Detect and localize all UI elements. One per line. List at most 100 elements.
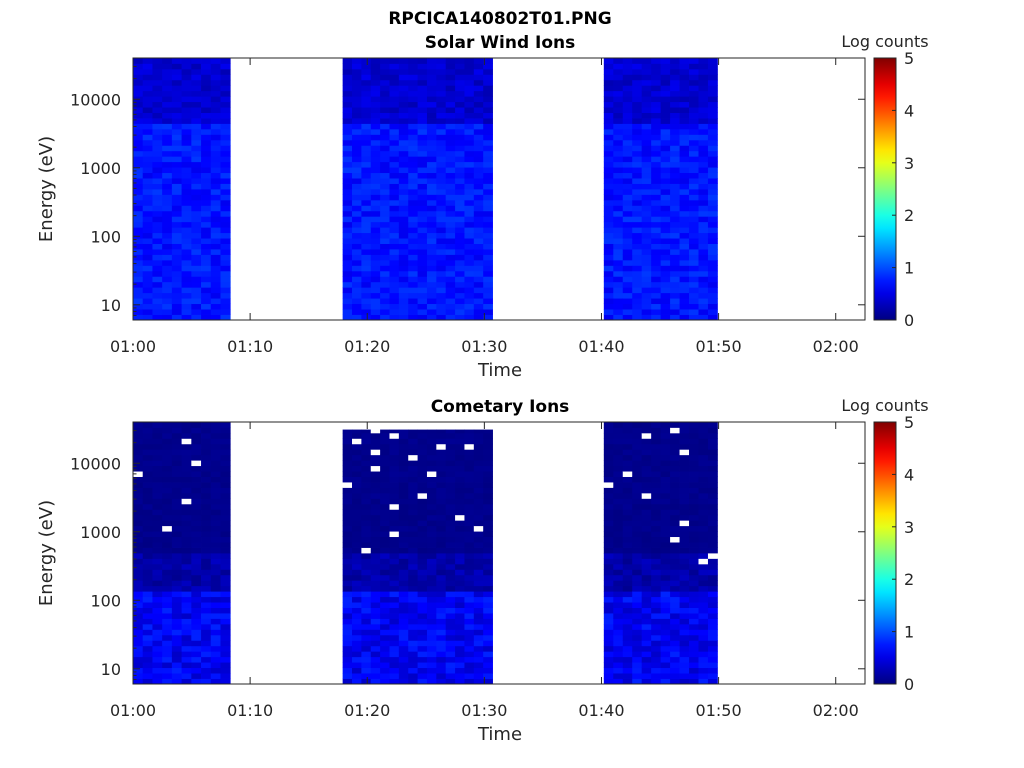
heatmap-cell bbox=[408, 58, 418, 64]
heatmap-cell bbox=[698, 591, 709, 598]
heatmap-cell bbox=[455, 542, 465, 548]
heatmap-cell bbox=[361, 509, 372, 516]
heatmap-cell bbox=[162, 189, 173, 195]
heatmap-cell bbox=[632, 199, 643, 206]
heatmap-cell bbox=[181, 520, 192, 527]
heatmap-cell bbox=[342, 90, 353, 97]
heatmap-cell bbox=[632, 303, 643, 310]
heatmap-cell bbox=[417, 498, 428, 505]
heatmap-cell bbox=[361, 112, 372, 119]
heatmap-cell bbox=[613, 460, 624, 467]
heatmap-cell bbox=[210, 199, 221, 206]
heatmap-cell bbox=[445, 298, 456, 305]
heatmap-cell bbox=[445, 585, 456, 592]
heatmap-cell bbox=[152, 292, 163, 299]
heatmap-cell bbox=[679, 303, 690, 310]
heatmap-cell bbox=[436, 547, 447, 554]
heatmap-cell bbox=[352, 432, 362, 439]
heatmap-cell bbox=[201, 618, 212, 625]
heatmap-cell bbox=[133, 607, 144, 614]
heatmap-cell bbox=[622, 85, 633, 92]
x-tick-label: 02:00 bbox=[813, 701, 859, 720]
heatmap-cell bbox=[445, 580, 456, 587]
heatmap-cell bbox=[380, 199, 390, 206]
heatmap-cell bbox=[679, 618, 690, 625]
heatmap-cell bbox=[455, 514, 465, 521]
heatmap-cell bbox=[455, 553, 465, 559]
heatmap-cell bbox=[679, 314, 690, 321]
heatmap-cell bbox=[689, 591, 699, 598]
heatmap-cell bbox=[698, 90, 709, 97]
heatmap-cell bbox=[352, 482, 362, 488]
heatmap-cell bbox=[201, 443, 212, 450]
heatmap-cell bbox=[679, 161, 690, 168]
heatmap-cell bbox=[426, 232, 437, 239]
heatmap-cell bbox=[181, 128, 192, 135]
heatmap-cell bbox=[370, 443, 381, 450]
heatmap-cell bbox=[464, 238, 475, 244]
heatmap-cell bbox=[408, 276, 418, 283]
heatmap-cell bbox=[445, 574, 456, 581]
heatmap-cell bbox=[389, 602, 400, 608]
heatmap-cell bbox=[464, 303, 475, 310]
heatmap-cell bbox=[426, 243, 437, 250]
heatmap-cell bbox=[220, 602, 231, 608]
heatmap-cell bbox=[483, 429, 493, 434]
heatmap-cell bbox=[181, 623, 192, 630]
heatmap-cell bbox=[660, 443, 671, 450]
heatmap-cell bbox=[398, 569, 409, 576]
heatmap-cell bbox=[389, 503, 400, 510]
heatmap-cell bbox=[698, 254, 709, 261]
heatmap-cell bbox=[417, 249, 428, 255]
heatmap-cell bbox=[436, 178, 447, 184]
heatmap-cell bbox=[689, 498, 699, 505]
heatmap-cell bbox=[603, 553, 614, 559]
heatmap-cell bbox=[455, 96, 465, 103]
heatmap-cell bbox=[641, 492, 652, 499]
heatmap-cell bbox=[641, 563, 652, 570]
heatmap-cell bbox=[641, 243, 652, 250]
heatmap-cell bbox=[352, 292, 362, 299]
heatmap-cell bbox=[361, 139, 372, 146]
heatmap-cell bbox=[389, 199, 400, 206]
heatmap-cell bbox=[417, 85, 428, 92]
heatmap-cell bbox=[417, 613, 428, 619]
heatmap-cell bbox=[220, 585, 231, 592]
heatmap-cell bbox=[632, 74, 643, 81]
heatmap-cell bbox=[220, 216, 231, 223]
heatmap-cell bbox=[426, 471, 437, 477]
heatmap-cell bbox=[133, 249, 144, 255]
heatmap-cell bbox=[679, 492, 690, 499]
heatmap-cell bbox=[622, 150, 633, 157]
heatmap-cell bbox=[613, 574, 624, 581]
heatmap-cell bbox=[464, 68, 475, 75]
heatmap-cell bbox=[389, 314, 400, 321]
heatmap-cell bbox=[398, 509, 409, 516]
heatmap-cell bbox=[660, 303, 671, 310]
heatmap-cell bbox=[142, 509, 153, 516]
heatmap-cell bbox=[689, 640, 699, 647]
heatmap-cell bbox=[361, 514, 372, 521]
heatmap-cell bbox=[342, 314, 353, 321]
heatmap-cell bbox=[342, 232, 353, 239]
heatmap-cell bbox=[613, 536, 624, 543]
heatmap-cell bbox=[361, 454, 372, 461]
heatmap-cell bbox=[352, 613, 362, 619]
heatmap-cell bbox=[181, 569, 192, 576]
heatmap-cell bbox=[651, 438, 662, 445]
heatmap-cell bbox=[436, 667, 447, 674]
heatmap-cell bbox=[201, 662, 212, 669]
heatmap-cell bbox=[670, 509, 680, 516]
heatmap-cell bbox=[679, 150, 690, 157]
heatmap-cell bbox=[670, 640, 680, 647]
heatmap-cell bbox=[162, 134, 173, 141]
heatmap-cell bbox=[389, 667, 400, 674]
heatmap-cell bbox=[398, 107, 409, 113]
heatmap-cell bbox=[473, 139, 484, 146]
heatmap-cell bbox=[398, 292, 409, 299]
heatmap-cell bbox=[210, 63, 221, 70]
heatmap-cell bbox=[632, 460, 643, 467]
heatmap-cell bbox=[698, 309, 709, 315]
heatmap-cell bbox=[408, 134, 418, 141]
cometary-x-axis-label: Time bbox=[477, 724, 522, 745]
